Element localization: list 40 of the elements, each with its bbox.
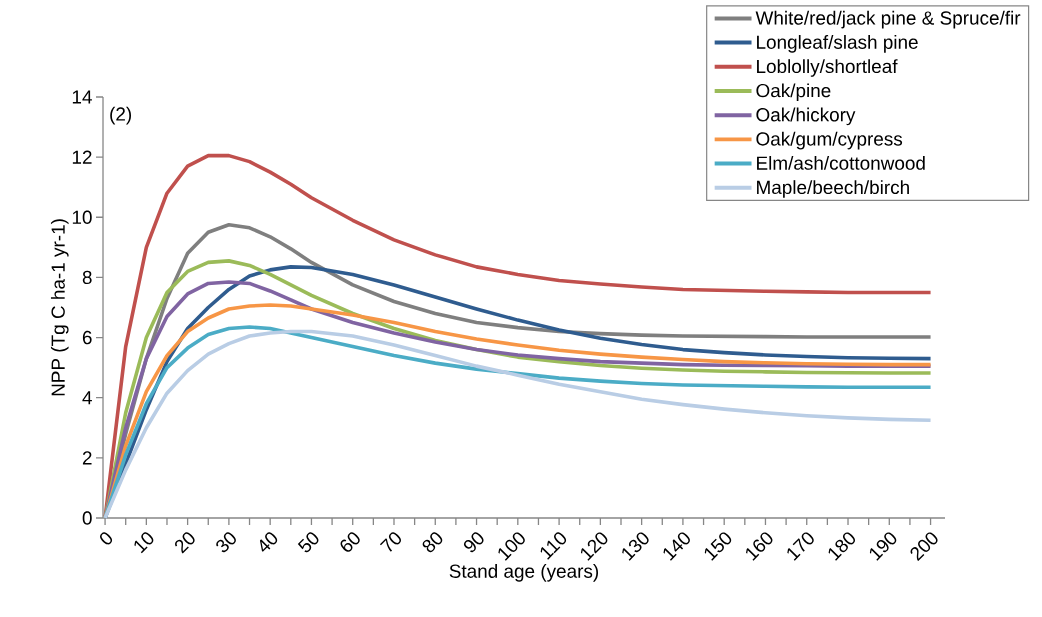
- x-tick-label: 190: [869, 532, 897, 561]
- y-tick-label: 4: [82, 391, 92, 405]
- x-axis-title: Stand age (years): [449, 563, 599, 582]
- legend-label: Longleaf/slash pine: [757, 34, 918, 53]
- y-tick-label: 10: [72, 210, 92, 224]
- y-tick-label: 0: [82, 511, 92, 525]
- x-tick-label: 170: [787, 532, 814, 561]
- legend-label: Oak/hickory: [756, 107, 856, 126]
- y-tick-label: 14: [72, 90, 92, 104]
- x-tick-label: 70: [379, 532, 401, 552]
- x-tick-label: 160: [746, 532, 773, 561]
- x-tick-label: 10: [134, 532, 154, 554]
- x-tick-label: 40: [259, 532, 278, 552]
- y-tick-label: 6: [82, 330, 92, 345]
- x-tick-label: 90: [463, 532, 484, 553]
- annotation: (2): [110, 106, 132, 125]
- x-tick-label: 180: [828, 532, 856, 561]
- x-tick-label: 60: [340, 532, 360, 552]
- x-tick-label: 120: [580, 532, 608, 561]
- y-axis-title: NPP (Tg C ha-1 yr-1): [50, 219, 69, 396]
- x-tick-label: 140: [663, 532, 690, 561]
- legend-label: White/red/jack pine & Spruce/fir: [755, 10, 1021, 29]
- x-tick-label: 80: [422, 532, 443, 553]
- x-tick-label: 50: [297, 532, 319, 553]
- x-tick-label: 150: [704, 532, 732, 561]
- x-tick-label: 200: [910, 532, 938, 561]
- legend-label: Oak/gum/cypress: [756, 131, 903, 150]
- y-tick-label: 2: [82, 451, 92, 465]
- x-tick-label: 20: [175, 532, 195, 554]
- y-tick-label: 8: [82, 270, 92, 285]
- legend-label: Elm/ash/cottonwood: [757, 155, 925, 170]
- x-tick-label: 130: [622, 532, 649, 561]
- x-tick-label: 30: [216, 532, 236, 553]
- legend-label: Maple/beech/birch: [757, 180, 909, 198]
- x-tick-label: 110: [540, 532, 567, 560]
- x-tick-label: 0: [100, 532, 113, 545]
- x-tick-label: 100: [498, 532, 525, 561]
- legend-label: Oak/pine: [756, 83, 831, 102]
- y-tick-label: 12: [72, 150, 92, 164]
- legend-label: Loblolly/shortleaf: [757, 59, 898, 77]
